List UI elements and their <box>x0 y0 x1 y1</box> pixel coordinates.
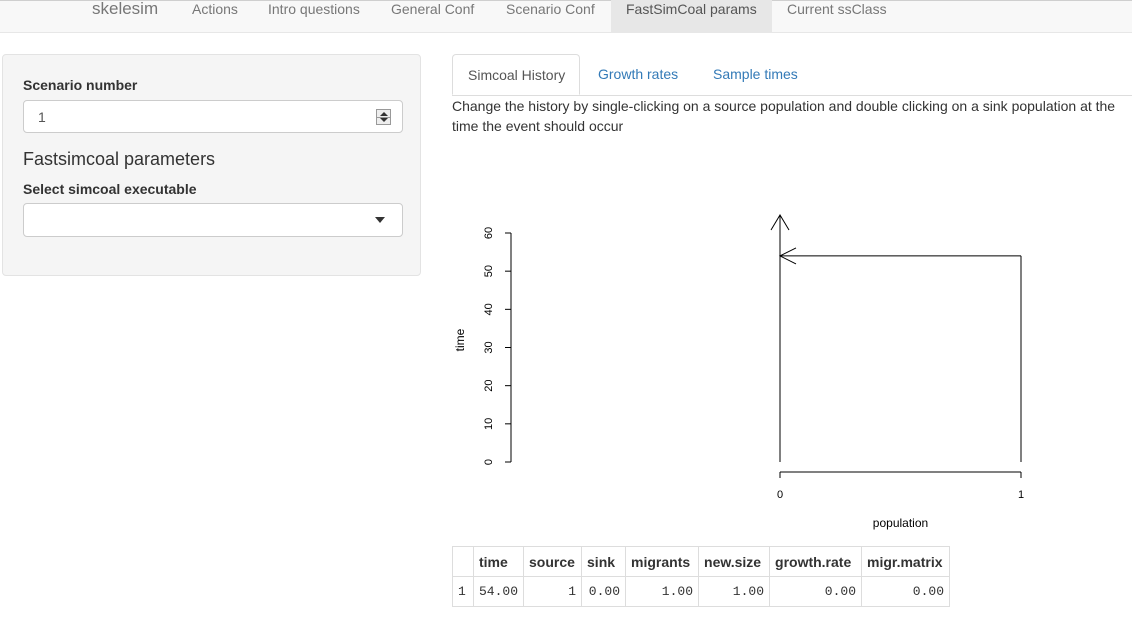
number-spinner-icon[interactable] <box>376 109 391 125</box>
cell-migr-matrix: 0.00 <box>861 576 951 607</box>
col-header-source: source <box>523 546 583 577</box>
fastsimcoal-section-title: Fastsimcoal parameters <box>23 149 216 169</box>
y-tick-label: 60 <box>483 227 495 239</box>
scenario-number-value: 1 <box>38 109 46 125</box>
table-header-row: time source sink migrants new.size growt… <box>452 546 951 577</box>
spin-up-icon[interactable] <box>380 112 388 116</box>
col-header-new-size: new.size <box>698 546 771 577</box>
y-tick-label: 30 <box>483 341 495 353</box>
navbar: skelesim Actions Intro questions General… <box>0 0 1132 33</box>
cell-source: 1 <box>523 576 583 607</box>
tab-simcoal-history[interactable]: Simcoal History <box>452 54 580 95</box>
cell-index: 1 <box>452 576 474 607</box>
spin-divider <box>377 117 390 118</box>
nav-actions[interactable]: Actions <box>192 1 238 17</box>
y-tick-label: 40 <box>483 303 495 315</box>
y-tick-label: 20 <box>483 380 495 392</box>
cell-migrants: 1.00 <box>625 576 700 607</box>
scenario-number-label: Scenario number <box>23 77 138 93</box>
y-tick-label: 0 <box>483 459 495 465</box>
select-executable-label: Select simcoal executable <box>23 181 197 197</box>
event-arrow-head <box>778 247 797 265</box>
executable-select[interactable] <box>23 203 403 237</box>
history-plot[interactable]: 0 10 20 30 40 50 60 time 0 1 population <box>452 200 1052 540</box>
spin-down-icon[interactable] <box>380 118 388 122</box>
scenario-number-input[interactable]: 1 <box>23 100 403 133</box>
tab-bar-line <box>452 95 1132 96</box>
nav-scenario-conf[interactable]: Scenario Conf <box>506 1 595 17</box>
cell-time: 54.00 <box>472 576 525 607</box>
x-tick-label: 1 <box>1018 489 1024 501</box>
cell-growth-rate: 0.00 <box>769 576 863 607</box>
y-tick-label: 50 <box>483 265 495 277</box>
tab-growth-rates[interactable]: Growth rates <box>598 66 679 82</box>
nav-general-conf[interactable]: General Conf <box>391 1 475 17</box>
nav-fastsimcoal-params[interactable]: FastSimCoal params <box>611 0 772 33</box>
chevron-down-icon <box>375 217 385 223</box>
col-header-index <box>452 546 474 577</box>
lineage-arrow-head <box>770 214 790 231</box>
col-header-growth-rate: growth.rate <box>769 546 863 577</box>
history-table: time source sink migrants new.size growt… <box>452 546 951 607</box>
sidebar-panel: Scenario number 1 Fastsimcoal parameters… <box>2 54 421 276</box>
col-header-sink: sink <box>581 546 627 577</box>
nav-current-ssclass[interactable]: Current ssClass <box>787 1 887 17</box>
cell-new-size: 1.00 <box>698 576 771 607</box>
col-header-migrants: migrants <box>625 546 700 577</box>
col-header-time: time <box>472 546 525 577</box>
x-tick-label: 0 <box>777 489 783 501</box>
x-axis-label: population <box>873 516 928 530</box>
history-instructions: Change the history by single-clicking on… <box>452 98 1116 134</box>
brand-logo[interactable]: skelesim <box>92 0 159 18</box>
nav-intro-questions[interactable]: Intro questions <box>268 1 360 17</box>
table-row: 1 54.00 1 0.00 1.00 1.00 0.00 0.00 <box>452 576 951 607</box>
col-header-migr-matrix: migr.matrix <box>861 546 951 577</box>
cell-sink: 0.00 <box>581 576 627 607</box>
tab-sample-times[interactable]: Sample times <box>713 66 798 82</box>
y-axis-label: time <box>453 328 467 351</box>
y-tick-label: 10 <box>483 418 495 430</box>
